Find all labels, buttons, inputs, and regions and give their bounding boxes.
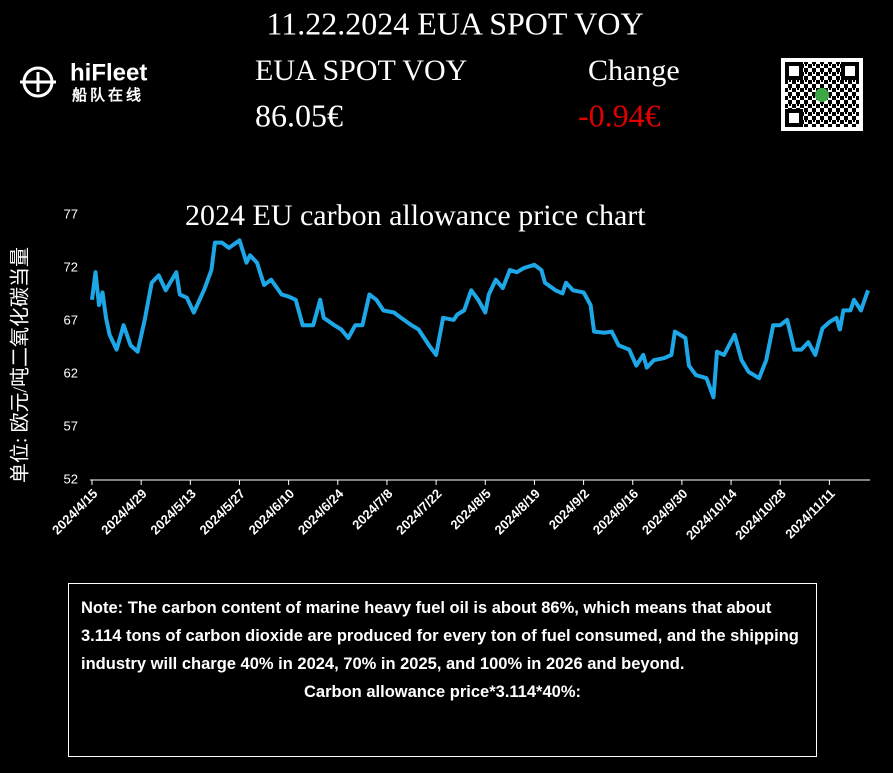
brand: hiFleet [70, 59, 147, 86]
y-axis-label: 单位: 欧元/吨二氧化碳当量 [9, 247, 32, 483]
change: -0.94€ [578, 97, 661, 133]
note: Note: The carbon content of marine heavy… [68, 583, 817, 757]
x-tick-label: 2024/9/30 [639, 486, 691, 538]
price-line [90, 238, 870, 400]
x-tick-label: 2024/10/28 [732, 486, 789, 543]
x-tick-label: 2024/8/5 [447, 486, 493, 532]
formula: Carbon allowance price*3.114*40%: [304, 683, 581, 701]
x-tick-label: 2024/8/19 [491, 486, 543, 538]
y-tick-label: 67 [64, 312, 78, 327]
x-tick-label: 2024/5/27 [197, 486, 249, 538]
x-tick-label: 2024/7/8 [349, 486, 395, 532]
x-tick-label: 2024/11/11 [782, 486, 838, 542]
brand-sub: 船队在线 [72, 86, 144, 104]
note-text: Note: The carbon content of marine heavy… [81, 599, 799, 673]
logo [20, 66, 56, 98]
y-tick-label: 57 [64, 418, 78, 433]
x-tick-label: 2024/9/16 [590, 486, 642, 538]
x-tick-label: 2024/4/15 [49, 486, 101, 538]
x-tick-label: 2024/7/22 [393, 486, 445, 538]
x-tick-label: 2024/4/29 [98, 486, 150, 538]
price-label: EUA SPOT VOY [255, 54, 467, 87]
title: 11.22.2024 EUA SPOT VOY [266, 5, 643, 41]
y-tick-label: 62 [64, 365, 78, 380]
price: 86.05€ [255, 97, 343, 133]
qr-code [781, 58, 863, 131]
y-tick-label: 52 [64, 471, 78, 486]
x-tick-label: 2024/10/14 [683, 485, 740, 542]
y-tick-label: 72 [64, 259, 78, 274]
x-tick-label: 2024/6/24 [295, 485, 347, 537]
x-tick-label: 2024/6/10 [246, 486, 298, 538]
x-tick-label: 2024/9/2 [546, 486, 592, 532]
y-tick-label: 77 [64, 206, 78, 221]
change-label: Change [588, 54, 680, 87]
x-tick-label: 2024/5/13 [147, 486, 199, 538]
chart-title: 2024 EU carbon allowance price chart [185, 199, 646, 232]
